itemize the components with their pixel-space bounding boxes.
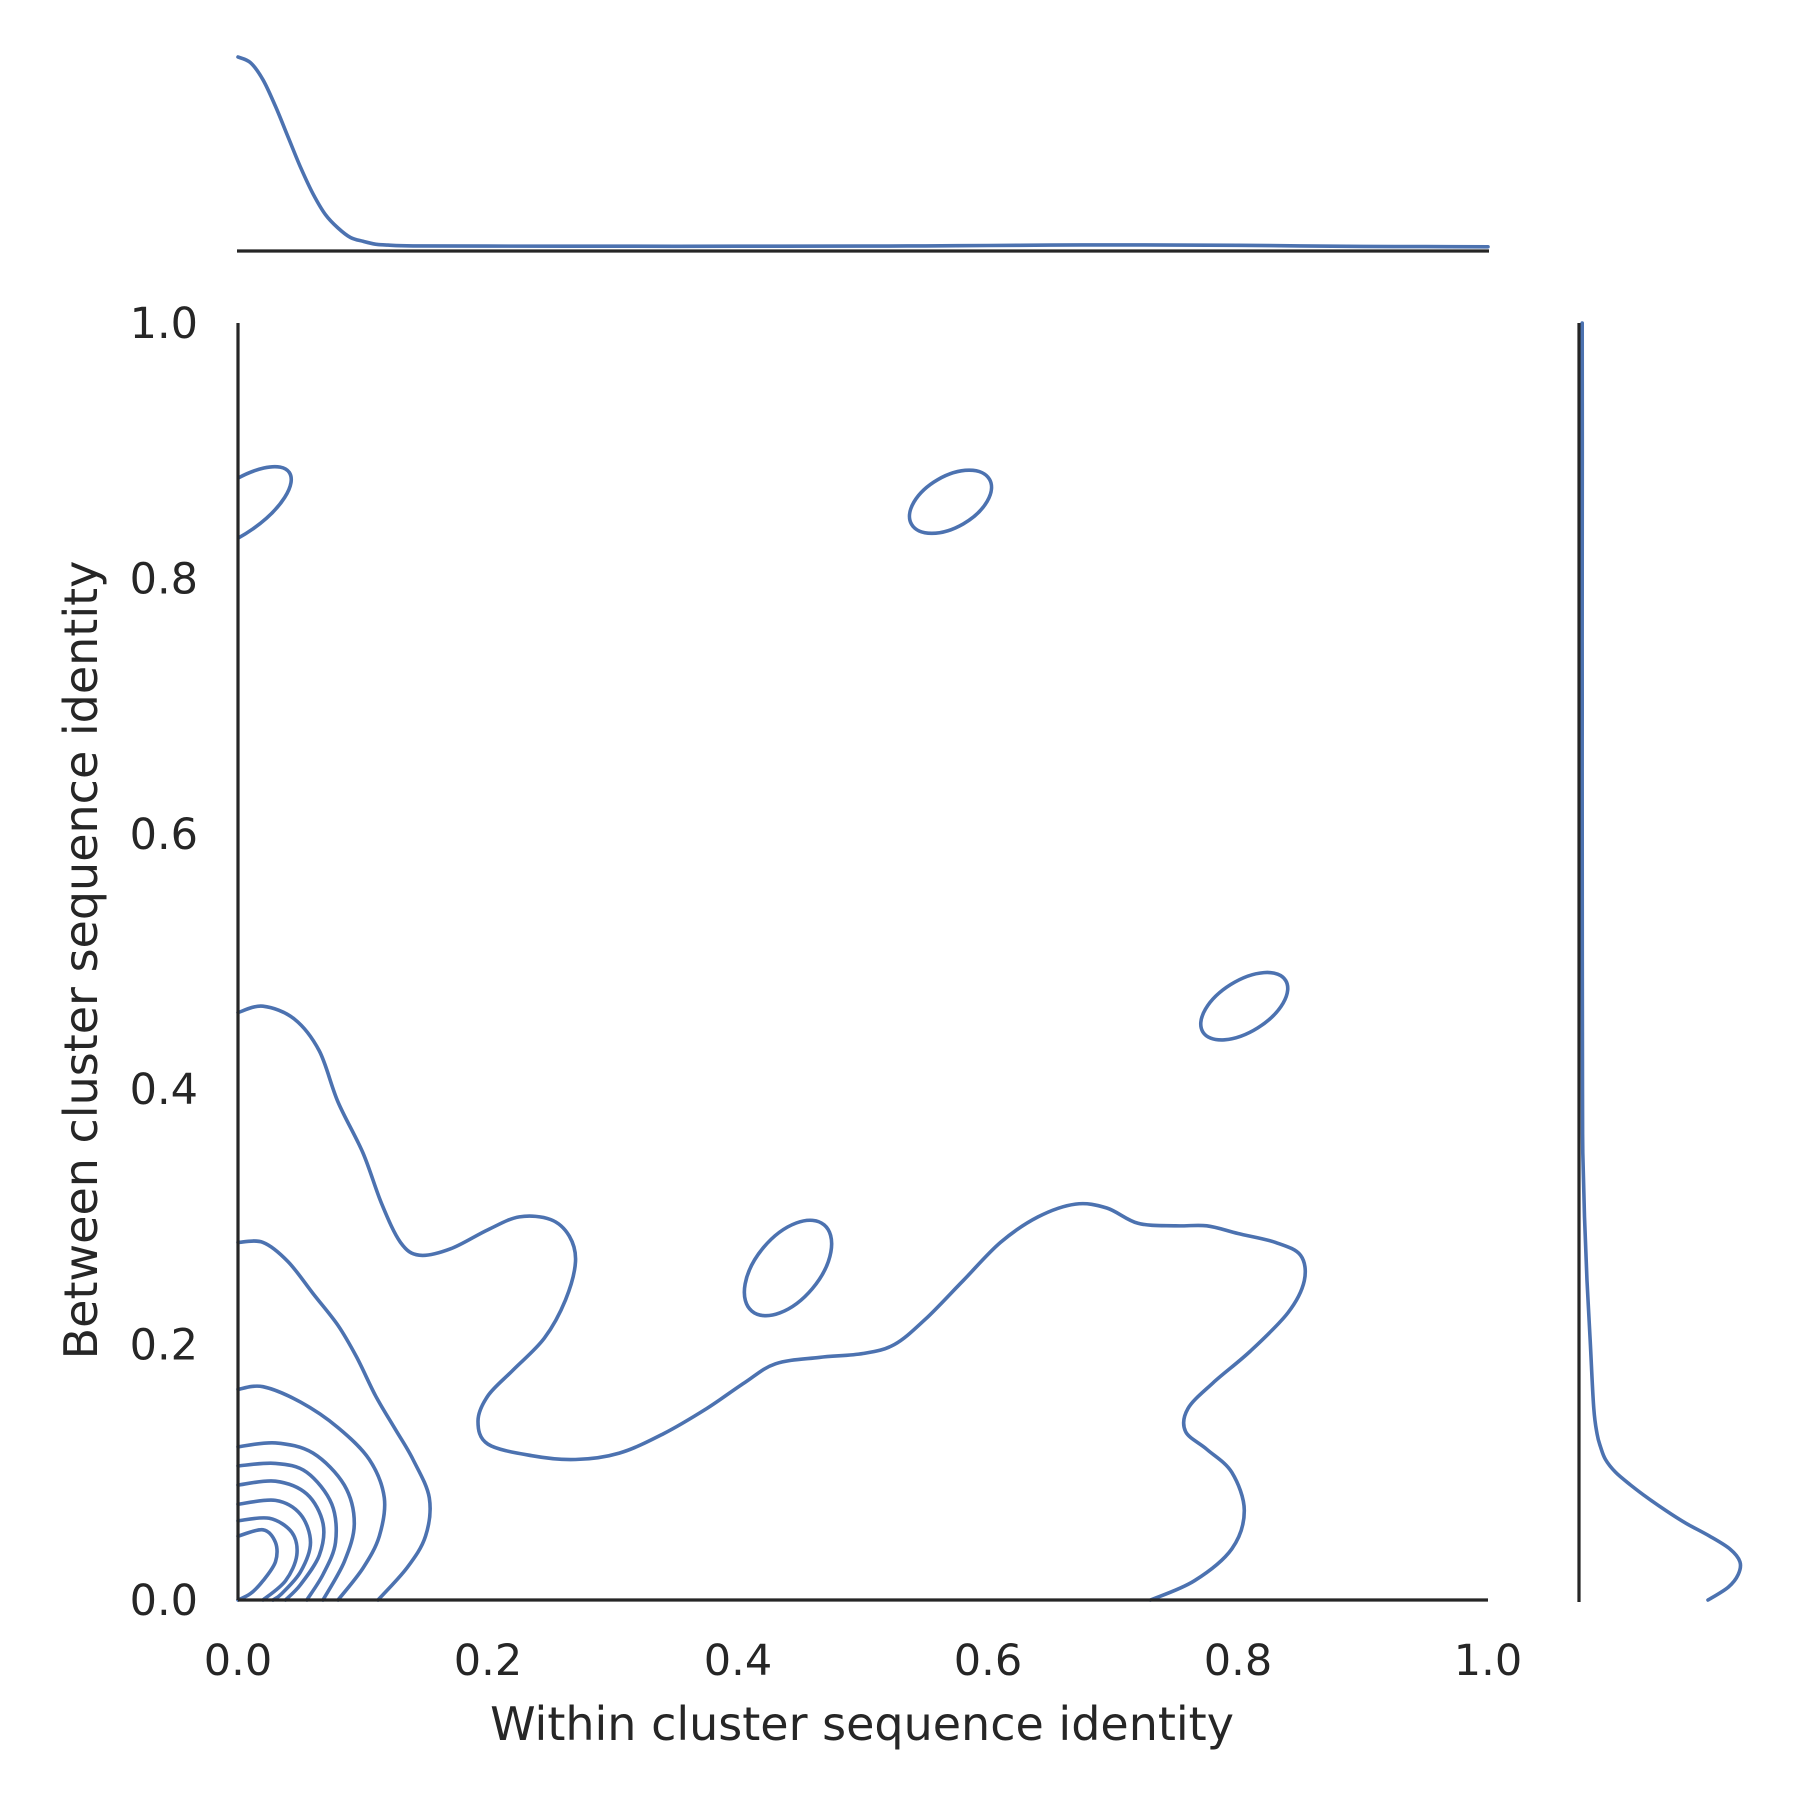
kde-contour-level-2 bbox=[236, 1239, 432, 1602]
kde-contour-level-5 bbox=[236, 1461, 339, 1602]
kde-island-contour-4 bbox=[238, 464, 294, 552]
tick-labels: 0.0 0.2 0.4 0.6 0.8 1.0 0.0 0.2 0.4 0.6 0.8 1.0 bbox=[130, 299, 1523, 1686]
x-tick-label: 1.0 bbox=[1454, 1636, 1522, 1686]
kde-island-group bbox=[238, 464, 1290, 1318]
y-axis-title: Between cluster sequence identity bbox=[54, 561, 108, 1360]
kde-contour-level-3 bbox=[236, 1384, 387, 1602]
x-tick-label: 0.8 bbox=[1204, 1636, 1272, 1686]
y-tick-label: 1.0 bbox=[130, 299, 198, 349]
marginal-x-density bbox=[236, 55, 1490, 253]
marginal-x-curve bbox=[236, 55, 1490, 249]
y-tick-label: 0.6 bbox=[130, 810, 198, 860]
kde-contour-level-7 bbox=[236, 1498, 313, 1602]
kde-contour-level-8 bbox=[236, 1516, 299, 1602]
marginal-y-density bbox=[1577, 321, 1743, 1602]
y-tick-label: 0.8 bbox=[130, 554, 198, 604]
y-tick-label: 0.2 bbox=[130, 1321, 198, 1371]
kde-contour-level-1 bbox=[236, 1004, 1308, 1602]
x-tick-label: 0.6 bbox=[954, 1636, 1022, 1686]
x-tick-label: 0.2 bbox=[454, 1636, 522, 1686]
x-axis-title: Within cluster sequence identity bbox=[490, 1697, 1234, 1751]
kde-island-contour-2 bbox=[1198, 970, 1290, 1042]
kde-contour-level-6 bbox=[236, 1479, 326, 1602]
y-tick-label: 0.0 bbox=[130, 1576, 198, 1626]
kde-contour-level-4 bbox=[236, 1440, 357, 1602]
kde-island-contour-3 bbox=[742, 1218, 834, 1318]
kde-island-contour-1 bbox=[907, 468, 994, 536]
axes bbox=[236, 323, 1488, 1602]
kde-contour-group bbox=[236, 1004, 1308, 1602]
marginal-y-curve bbox=[1580, 321, 1743, 1602]
x-tick-label: 0.4 bbox=[704, 1636, 772, 1686]
y-tick-label: 0.4 bbox=[130, 1065, 198, 1115]
x-tick-label: 0.0 bbox=[204, 1636, 272, 1686]
kde-contour-level-9 bbox=[236, 1527, 279, 1602]
